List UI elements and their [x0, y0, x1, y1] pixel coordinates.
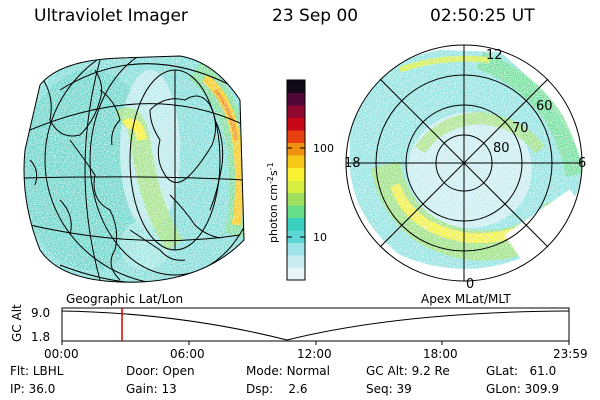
info-mode: Mode: Normal [246, 364, 330, 378]
colorbar-swatch [287, 205, 305, 218]
y-max-label: 9.0 [31, 306, 50, 320]
colorbar-swatch [287, 230, 305, 243]
altitude-curve [61, 310, 570, 341]
x-tick-1200: 12:00 [297, 347, 332, 361]
info-gain: Gain: 13 [126, 382, 177, 396]
info-door: Door: Open [126, 364, 195, 378]
right-map-caption: Apex MLat/MLT [421, 292, 511, 306]
polar-map: 12 18 6 0 60 70 80 [344, 44, 586, 292]
mlat-label-70: 70 [512, 121, 529, 136]
colorbar-swatch [287, 155, 305, 168]
gc-alt-axis-label: GC Alt [10, 304, 24, 342]
colorbar-unit-label: photon cm-2s-1 [266, 162, 280, 243]
date: 23 Sep 00 [272, 6, 359, 26]
time: 02:50:25 UT [430, 6, 535, 26]
colorbar-swatch [287, 167, 305, 181]
info-glat: GLat: 61.0 [486, 364, 557, 378]
altitude-plot: Geographic Lat/Lon Apex MLat/MLT GC Alt … [10, 292, 588, 361]
mlat-label-60: 60 [536, 99, 553, 114]
colorbar: 100 10 photon cm-2s-1 [266, 79, 334, 281]
info-flt: Flt: LBHL [10, 364, 64, 378]
colorbar-tick-10: 10 [313, 231, 327, 244]
colorbar-swatch [287, 117, 305, 131]
colorbar-tick-100: 100 [313, 142, 334, 155]
colorbar-swatch [287, 242, 305, 256]
colorbar-swatch [287, 80, 305, 93]
info-ip: IP: 36.0 [10, 382, 56, 396]
x-tick-1800: 18:00 [423, 347, 458, 361]
mlt-label-0: 0 [466, 277, 474, 292]
info-gc-alt: GC Alt: 9.2 Re [366, 364, 450, 378]
colorbar-swatch [287, 180, 305, 193]
mlt-label-6: 6 [578, 156, 586, 171]
colorbar-swatch [287, 105, 305, 118]
mlat-label-80: 80 [493, 141, 510, 156]
x-tick-0000: 00:00 [44, 347, 79, 361]
colorbar-swatch [287, 130, 305, 143]
x-tick-0600: 06:00 [170, 347, 205, 361]
mlt-label-18: 18 [344, 156, 361, 171]
colorbar-swatch [287, 255, 305, 268]
info-glon: GLon: 309.9 [486, 382, 559, 396]
left-map-caption: Geographic Lat/Lon [66, 292, 183, 306]
colorbar-swatch [287, 92, 305, 106]
info-dsp: Dsp: 2.6 [246, 382, 308, 396]
x-tick-2359: 23:59 [553, 347, 588, 361]
colorbar-swatch [287, 192, 305, 206]
geographic-map [24, 56, 244, 283]
colorbar-swatch [287, 267, 305, 281]
info-seq: Seq: 39 [366, 382, 412, 396]
title: Ultraviolet Imager [34, 6, 188, 26]
colorbar-swatch [287, 217, 305, 231]
map-border [23, 55, 245, 283]
colorbar-swatch [287, 142, 305, 156]
y-min-label: 1.8 [31, 330, 50, 344]
mlt-label-12: 12 [486, 48, 503, 63]
